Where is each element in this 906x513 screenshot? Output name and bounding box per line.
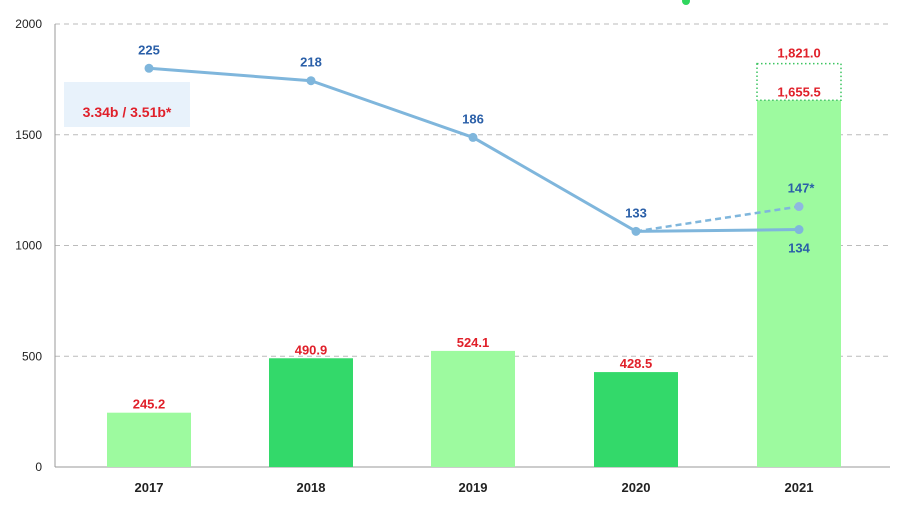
y-tick-label: 1000 xyxy=(15,239,42,253)
bar-2017 xyxy=(107,412,191,467)
legend-dot-icon xyxy=(682,0,690,5)
line-point xyxy=(794,225,804,235)
projected-line-segment xyxy=(635,205,800,233)
bar-2020 xyxy=(594,372,678,467)
projected-line-label: 147* xyxy=(788,181,816,196)
line-point xyxy=(631,226,641,236)
bar-2021 xyxy=(757,100,841,467)
x-tick-label: 2018 xyxy=(297,480,326,495)
bar-value-label: 245.2 xyxy=(133,397,166,412)
x-tick-label: 2017 xyxy=(135,480,164,495)
x-tick-label: 2019 xyxy=(459,480,488,495)
y-tick-label: 0 xyxy=(35,460,42,474)
x-tick-label: 2021 xyxy=(785,480,814,495)
annotation-box: 3.34b / 3.51b* xyxy=(64,82,190,127)
line-point xyxy=(468,132,478,142)
line-value-label: 218 xyxy=(300,55,322,70)
y-tick-label: 1500 xyxy=(15,128,42,142)
x-tick-label: 2020 xyxy=(622,480,651,495)
line-value-label: 186 xyxy=(462,111,484,126)
annotation-text: 3.34b / 3.51b* xyxy=(83,104,172,120)
bar-value-label: 428.5 xyxy=(620,356,653,371)
y-tick-label: 500 xyxy=(22,349,42,363)
line-point xyxy=(306,76,316,86)
bar-2019 xyxy=(431,350,515,467)
y-tick-label: 2000 xyxy=(15,17,42,31)
projected-line-point xyxy=(794,202,804,212)
bar-value-label: 524.1 xyxy=(457,335,490,350)
bar-2018 xyxy=(269,358,353,467)
bar-value-label: 1,655.5 xyxy=(777,84,820,99)
bar-value-label: 490.9 xyxy=(295,342,328,357)
line-value-label: 133 xyxy=(625,205,647,220)
line-value-label: 134 xyxy=(788,241,810,256)
line-series xyxy=(148,66,800,233)
bar-projected-value-label: 1,821.0 xyxy=(777,46,820,61)
line-value-label: 225 xyxy=(138,42,160,57)
line-point xyxy=(144,63,154,73)
